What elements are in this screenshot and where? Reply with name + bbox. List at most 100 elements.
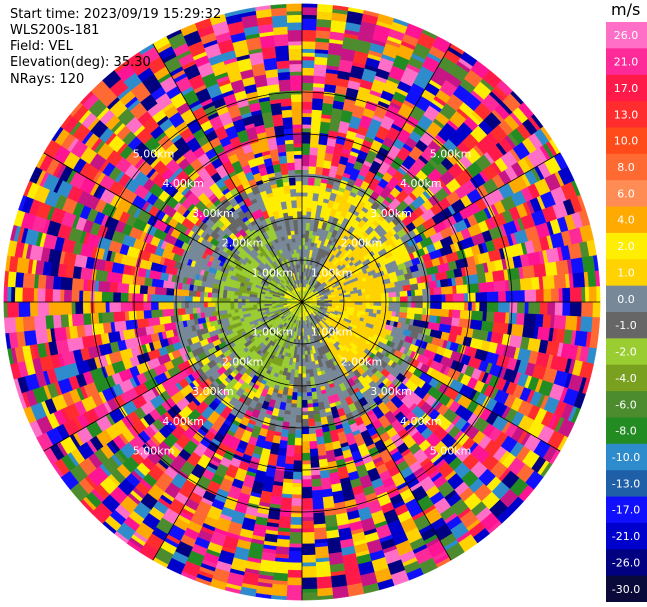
velocity-gate (440, 309, 450, 318)
velocity-gate (288, 44, 303, 50)
velocity-gate (120, 292, 129, 303)
velocity-gate (22, 287, 35, 303)
velocity-gate (301, 358, 306, 367)
velocity-gate (288, 40, 303, 46)
velocity-gate (301, 516, 314, 522)
velocity-gate (301, 112, 313, 118)
velocity-gate (301, 116, 312, 125)
velocity-gate (158, 301, 171, 310)
velocity-gate (301, 573, 317, 579)
velocity-gate (296, 192, 303, 197)
velocity-gate (147, 316, 161, 327)
velocity-gate (305, 376, 311, 382)
velocity-gate (299, 248, 303, 257)
velocity-gate (547, 301, 556, 316)
velocity-gate (297, 373, 303, 378)
velocity-gate (523, 313, 537, 327)
velocity-gate (52, 275, 62, 290)
velocity-gate (270, 102, 283, 116)
velocity-gate (3, 301, 8, 318)
velocity-gate (286, 596, 303, 601)
velocity-gate (410, 307, 420, 315)
velocity-gate (326, 536, 342, 551)
velocity-gate (315, 561, 331, 571)
velocity-gate (291, 199, 298, 209)
velocity-gate (311, 489, 324, 503)
velocity-gate (301, 109, 313, 114)
velocity-gate (173, 288, 182, 296)
velocity-gate (199, 306, 209, 313)
velocity-gate (101, 311, 115, 324)
velocity-gate (143, 276, 153, 287)
velocity-gate (449, 301, 461, 311)
velocity-gate (301, 528, 315, 533)
velocity-gate (273, 561, 289, 575)
velocity-gate (301, 59, 315, 69)
velocity-gate (3, 286, 8, 303)
velocity-gate (293, 445, 303, 454)
velocity-gate (292, 124, 303, 129)
velocity-gate (330, 19, 347, 34)
velocity-gate (192, 307, 197, 314)
velocity-gate (105, 301, 110, 313)
velocity-gate (294, 169, 303, 174)
velocity-gate (253, 74, 268, 88)
velocity-gate (287, 22, 303, 31)
velocity-gate (180, 301, 186, 309)
velocity-gate (297, 222, 303, 231)
velocity-gate (362, 301, 367, 306)
velocity-gate (203, 301, 208, 308)
velocity-gate (292, 482, 303, 488)
velocity-gate (277, 447, 287, 457)
velocity-gate (276, 143, 287, 153)
velocity-gate (44, 288, 54, 303)
velocity-gate (162, 308, 175, 317)
velocity-gate (6, 286, 12, 303)
velocity-gate (237, 308, 243, 313)
velocity-gate (296, 396, 303, 405)
velocity-gate (293, 146, 303, 152)
velocity-gate (270, 7, 288, 17)
velocity-gate (297, 377, 303, 386)
velocity-gate (522, 325, 536, 339)
velocity-gate (296, 403, 303, 409)
velocity-gate (113, 320, 127, 332)
velocity-gate (464, 301, 469, 311)
velocity-gate (305, 380, 311, 386)
velocity-gate (422, 308, 427, 316)
velocity-gate (399, 301, 409, 308)
velocity-gate (272, 572, 288, 582)
velocity-gate (281, 482, 293, 495)
velocity-gate (10, 286, 16, 303)
velocity-gate (285, 444, 295, 457)
velocity-gate (316, 576, 333, 590)
velocity-gate (234, 308, 239, 313)
velocity-gate (301, 554, 316, 564)
velocity-gate (214, 305, 224, 312)
velocity-gate (301, 67, 315, 76)
velocity-gate (173, 308, 179, 316)
velocity-gate (542, 314, 552, 329)
velocity-gate (301, 52, 316, 57)
velocity-gate (181, 289, 190, 297)
velocity-gate (289, 59, 303, 65)
velocity-gate (292, 127, 303, 133)
velocity-gate (272, 113, 284, 127)
velocity-gate (309, 455, 320, 469)
velocity-gate (60, 276, 73, 291)
velocity-gate (298, 241, 303, 246)
velocity-gate (318, 458, 329, 468)
velocity-gate (233, 294, 239, 299)
velocity-gate (290, 196, 297, 201)
velocity-gate (116, 282, 130, 294)
velocity-gate (296, 392, 303, 397)
velocity-gate (293, 143, 303, 148)
velocity-gate (495, 322, 509, 335)
velocity-gate (226, 297, 231, 303)
velocity-gate (286, 3, 303, 12)
velocity-gate (301, 354, 306, 359)
velocity-gate (292, 479, 303, 484)
velocity-gate (301, 124, 312, 129)
velocity-gate (308, 154, 318, 167)
